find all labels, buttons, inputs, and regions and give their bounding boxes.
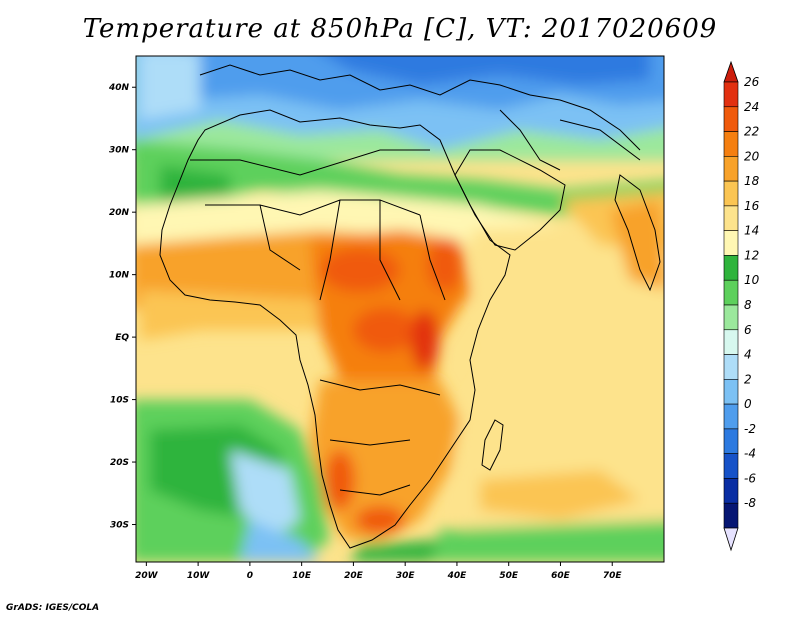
x-tick-label: 20W bbox=[135, 571, 159, 581]
colorbar-segment bbox=[723, 354, 739, 380]
x-tick-label: 20E bbox=[344, 571, 364, 581]
colorbar-label: 12 bbox=[744, 248, 759, 262]
colorbar-segment bbox=[723, 156, 739, 182]
colorbar-label: 6 bbox=[744, 323, 752, 337]
colorbar-label: 2 bbox=[744, 372, 752, 386]
y-tick-label: 30S bbox=[110, 521, 129, 531]
colorbar-label: 24 bbox=[744, 100, 759, 114]
colorbar-segment bbox=[723, 304, 739, 331]
coastlines bbox=[159, 64, 661, 549]
colorbar-label: 4 bbox=[744, 348, 752, 362]
colorbar-label: -6 bbox=[744, 471, 756, 485]
colorbar-segment bbox=[723, 131, 739, 157]
y-tick-label: 30N bbox=[109, 146, 130, 156]
y-tick-label: EQ bbox=[115, 333, 129, 343]
credit-text: GrADS: IGES/COLA bbox=[6, 603, 100, 613]
colorbar-label: -2 bbox=[744, 422, 756, 436]
plot-frame bbox=[135, 55, 665, 563]
colorbar-label: 26 bbox=[744, 75, 760, 89]
colorbar-label: 14 bbox=[744, 224, 759, 238]
y-tick-label: 40N bbox=[108, 83, 130, 93]
colorbar-label: 8 bbox=[744, 298, 752, 312]
map-title: Temperature at 850hPa [C], VT: 201702060… bbox=[82, 14, 718, 44]
colorbar-top-arrow bbox=[723, 60, 739, 83]
x-tick-label: 70E bbox=[603, 571, 623, 581]
colorbar-segment bbox=[723, 453, 739, 479]
colorbar-label: 10 bbox=[744, 273, 760, 287]
colorbar-label: 0 bbox=[744, 397, 752, 411]
colorbar-label: 20 bbox=[744, 149, 760, 163]
temperature-field bbox=[136, 56, 664, 562]
x-tick-label: 10W bbox=[187, 571, 211, 581]
x-tick-label: 0 bbox=[247, 571, 253, 581]
colorbar-bottom-arrow bbox=[723, 527, 739, 552]
colorbar-label: -8 bbox=[744, 496, 756, 510]
colorbar-segment bbox=[723, 502, 739, 529]
colorbar-segment bbox=[723, 478, 739, 504]
colorbar-segment bbox=[723, 180, 739, 207]
colorbar-label: 18 bbox=[744, 174, 760, 188]
colorbar-label: -4 bbox=[744, 447, 756, 461]
colorbar-segment bbox=[723, 379, 739, 405]
y-axis: 40N 30N 20N 10N EQ 10S 20S 30S bbox=[108, 83, 136, 531]
colorbar-segment bbox=[723, 428, 739, 454]
x-axis: 20W 10W 0 10E 20E 30E 40E 50E 60E 70E bbox=[135, 562, 622, 581]
colorbar-segment bbox=[723, 230, 739, 256]
colorbar-segment bbox=[723, 81, 739, 108]
y-tick-label: 20N bbox=[109, 208, 130, 218]
colorbar-segment bbox=[723, 255, 739, 281]
colorbar-segment bbox=[723, 329, 739, 355]
colorbar-segment bbox=[723, 106, 739, 132]
y-tick-label: 10S bbox=[110, 396, 129, 406]
x-tick-label: 10E bbox=[292, 571, 312, 581]
x-tick-label: 40E bbox=[447, 571, 468, 581]
x-tick-label: 60E bbox=[551, 571, 571, 581]
x-tick-label: 50E bbox=[499, 571, 519, 581]
x-tick-label: 30E bbox=[396, 571, 416, 581]
colorbar-label: 16 bbox=[744, 199, 760, 213]
colorbar-segment bbox=[723, 279, 739, 306]
y-tick-label: 20S bbox=[110, 458, 129, 468]
colorbar-label: 22 bbox=[744, 125, 759, 139]
colorbar-segment bbox=[723, 205, 739, 231]
colorbar-segment bbox=[723, 403, 739, 430]
y-tick-label: 10N bbox=[109, 271, 130, 281]
